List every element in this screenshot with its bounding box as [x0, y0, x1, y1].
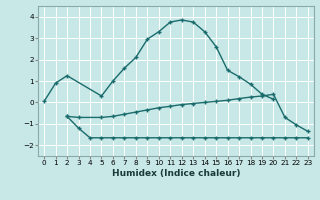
X-axis label: Humidex (Indice chaleur): Humidex (Indice chaleur)	[112, 169, 240, 178]
